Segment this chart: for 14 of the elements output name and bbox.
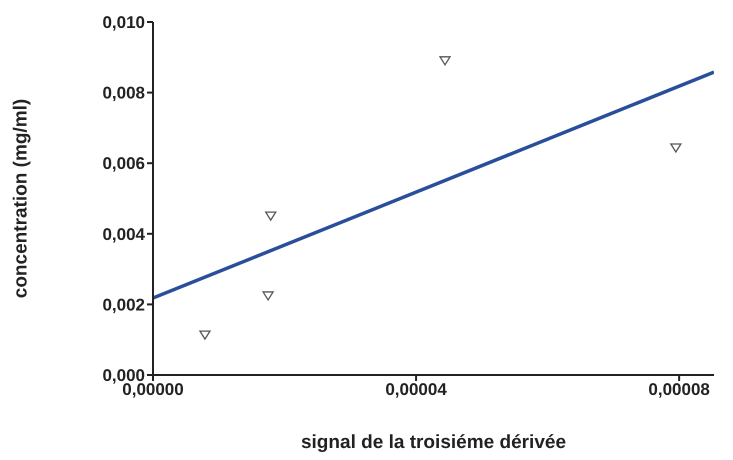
y-tick-label: 0,010 xyxy=(102,13,145,32)
point xyxy=(262,291,274,301)
y-tick-label: 0,002 xyxy=(102,295,145,314)
point xyxy=(265,212,276,221)
x-axis-title: signal de la troisiéme dérivée xyxy=(300,432,566,453)
point xyxy=(199,330,211,340)
y-tick-label: 0,008 xyxy=(102,84,145,103)
point xyxy=(439,56,451,66)
y-tick-label: 0,006 xyxy=(102,154,145,174)
point xyxy=(670,143,682,153)
x-tick-label: 0,00004 xyxy=(385,380,448,400)
y-tick-label: 0,004 xyxy=(102,224,146,244)
y-axis-title: concentration (mg/ml) xyxy=(10,98,32,298)
x-tick-label: 0,00008 xyxy=(648,380,710,400)
